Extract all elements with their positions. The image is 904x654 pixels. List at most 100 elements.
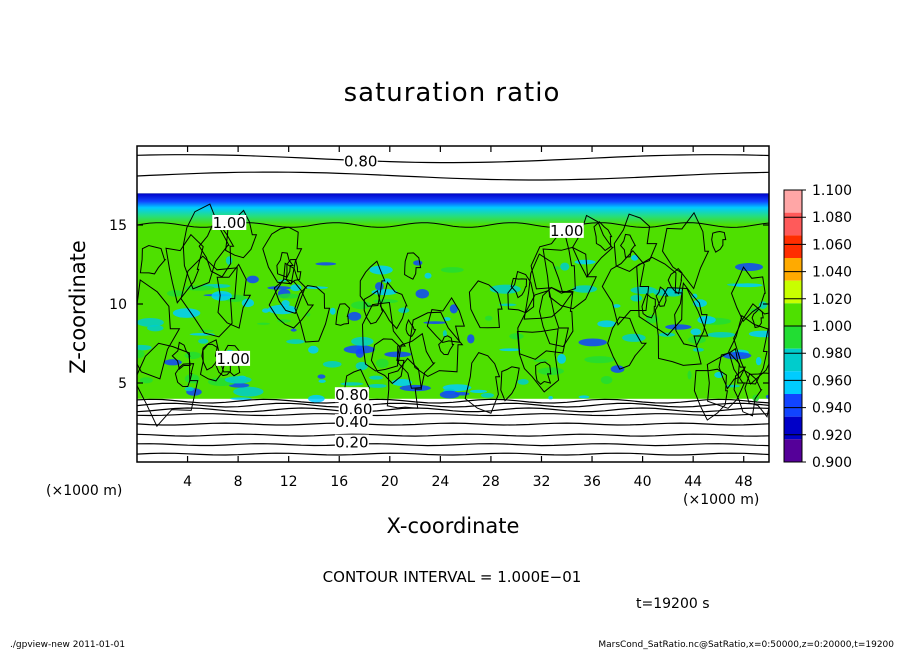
subsaturated-patch [198, 329, 214, 332]
contour-line [182, 203, 230, 290]
y-axis-label: Z-coordinate [66, 240, 90, 374]
contour-line [516, 328, 560, 393]
contour-label-bg [343, 153, 378, 169]
subsaturated-patch [560, 262, 570, 271]
contour-label-bg [338, 401, 373, 417]
subsaturated-patch [367, 383, 387, 388]
subsaturated-patch [442, 330, 447, 338]
contour-line [405, 318, 417, 337]
contour-label: 0.20 [335, 434, 368, 452]
contour-line [137, 452, 769, 456]
contour-line [359, 260, 386, 307]
contour-line [273, 262, 308, 315]
subsaturated-patch [137, 349, 145, 359]
subsaturated-patch [347, 311, 362, 321]
contour-line [733, 303, 769, 385]
subsaturated-patch [147, 324, 164, 332]
contour-label: 0.80 [335, 386, 368, 404]
contour-line [137, 402, 769, 408]
subsaturated-patch [572, 285, 598, 293]
subsaturated-patch [415, 289, 430, 299]
colorbar-segment [784, 280, 802, 304]
contour-line [607, 316, 647, 370]
subsaturated-patch [267, 286, 291, 290]
contour-line [535, 361, 552, 385]
subsaturated-patch [355, 361, 368, 371]
subsaturated-patch [246, 275, 259, 284]
subsaturated-patch [692, 347, 704, 352]
plot-area [137, 146, 769, 462]
subsaturated-patch [137, 344, 152, 351]
contour-line [370, 338, 405, 385]
contour-label-bg [334, 387, 369, 403]
contour-line [137, 422, 769, 426]
x-tick-label: 16 [330, 474, 348, 490]
contour-line [641, 292, 656, 319]
contour-label: 1.00 [216, 350, 249, 368]
contour-label: 0.60 [339, 400, 372, 418]
subsaturated-patch [317, 374, 326, 379]
x-tick-label: 24 [431, 474, 449, 490]
contour-line [201, 343, 220, 371]
contour-label-bg [549, 222, 584, 238]
contour-line [693, 368, 728, 421]
contour-line [137, 433, 769, 437]
contour-line [718, 347, 747, 390]
x-axis-unit-right: (×1000 m) [683, 492, 760, 508]
colorbar-tick-label: 1.020 [812, 292, 852, 308]
x-axis-unit-left: (×1000 m) [46, 483, 123, 499]
subsaturated-patch [137, 318, 164, 327]
subsaturated-patch [732, 283, 763, 288]
colorbar-segment [784, 326, 802, 349]
colorbar-segment [784, 235, 802, 258]
contour-line [137, 342, 199, 428]
subsaturated-patch [315, 262, 337, 266]
contour-line [220, 344, 241, 377]
colorbar-segment [784, 303, 802, 326]
time-stamp: t=19200 s [636, 596, 710, 612]
x-tick-label: 48 [735, 474, 753, 490]
contour-line [507, 270, 535, 314]
subsaturated-patch [424, 272, 432, 279]
subsaturated-patch [734, 263, 764, 271]
subsaturated-patch [439, 390, 460, 399]
subsaturated-patch [630, 286, 657, 295]
subsaturated-patch [691, 293, 698, 299]
colorbar-tick-label: 1.000 [812, 319, 852, 335]
subsaturated-patch [578, 338, 607, 347]
subsaturated-patch [467, 334, 475, 344]
contour-line [276, 251, 294, 278]
contour-line [268, 278, 315, 329]
contour-line [500, 366, 520, 402]
subsaturated-patch [484, 315, 493, 321]
contour-line [137, 398, 769, 404]
subsaturated-patch [351, 301, 372, 310]
contour-line [464, 351, 501, 414]
subsaturated-patch [557, 353, 567, 364]
x-tick-label: 4 [183, 474, 192, 490]
subsaturated-patch [449, 304, 458, 314]
contour-line [711, 230, 727, 253]
subsaturated-patch [369, 265, 393, 275]
subsaturated-patch [548, 395, 553, 400]
contour-line [438, 335, 455, 356]
x-tick-label: 8 [234, 474, 243, 490]
colorbar-segment [784, 394, 802, 417]
x-axis-label: X-coordinate [386, 514, 520, 538]
colorbar-segment [784, 416, 802, 440]
subsaturated-patch [139, 377, 153, 384]
contour-line [619, 233, 637, 258]
subsaturated-patch [499, 348, 521, 352]
subsaturated-patch [277, 293, 300, 299]
colorbar-segment [784, 212, 802, 236]
contour-label-bg [216, 350, 251, 366]
contour-label: 1.00 [213, 214, 246, 232]
subsaturated-patch [286, 339, 305, 344]
contour-line [165, 233, 204, 304]
contour-line [139, 244, 167, 275]
subsaturated-patch [194, 375, 199, 384]
colorbar-tick-label: 0.940 [812, 401, 852, 417]
subsaturated-patch [329, 307, 336, 315]
contour-line [654, 287, 709, 366]
